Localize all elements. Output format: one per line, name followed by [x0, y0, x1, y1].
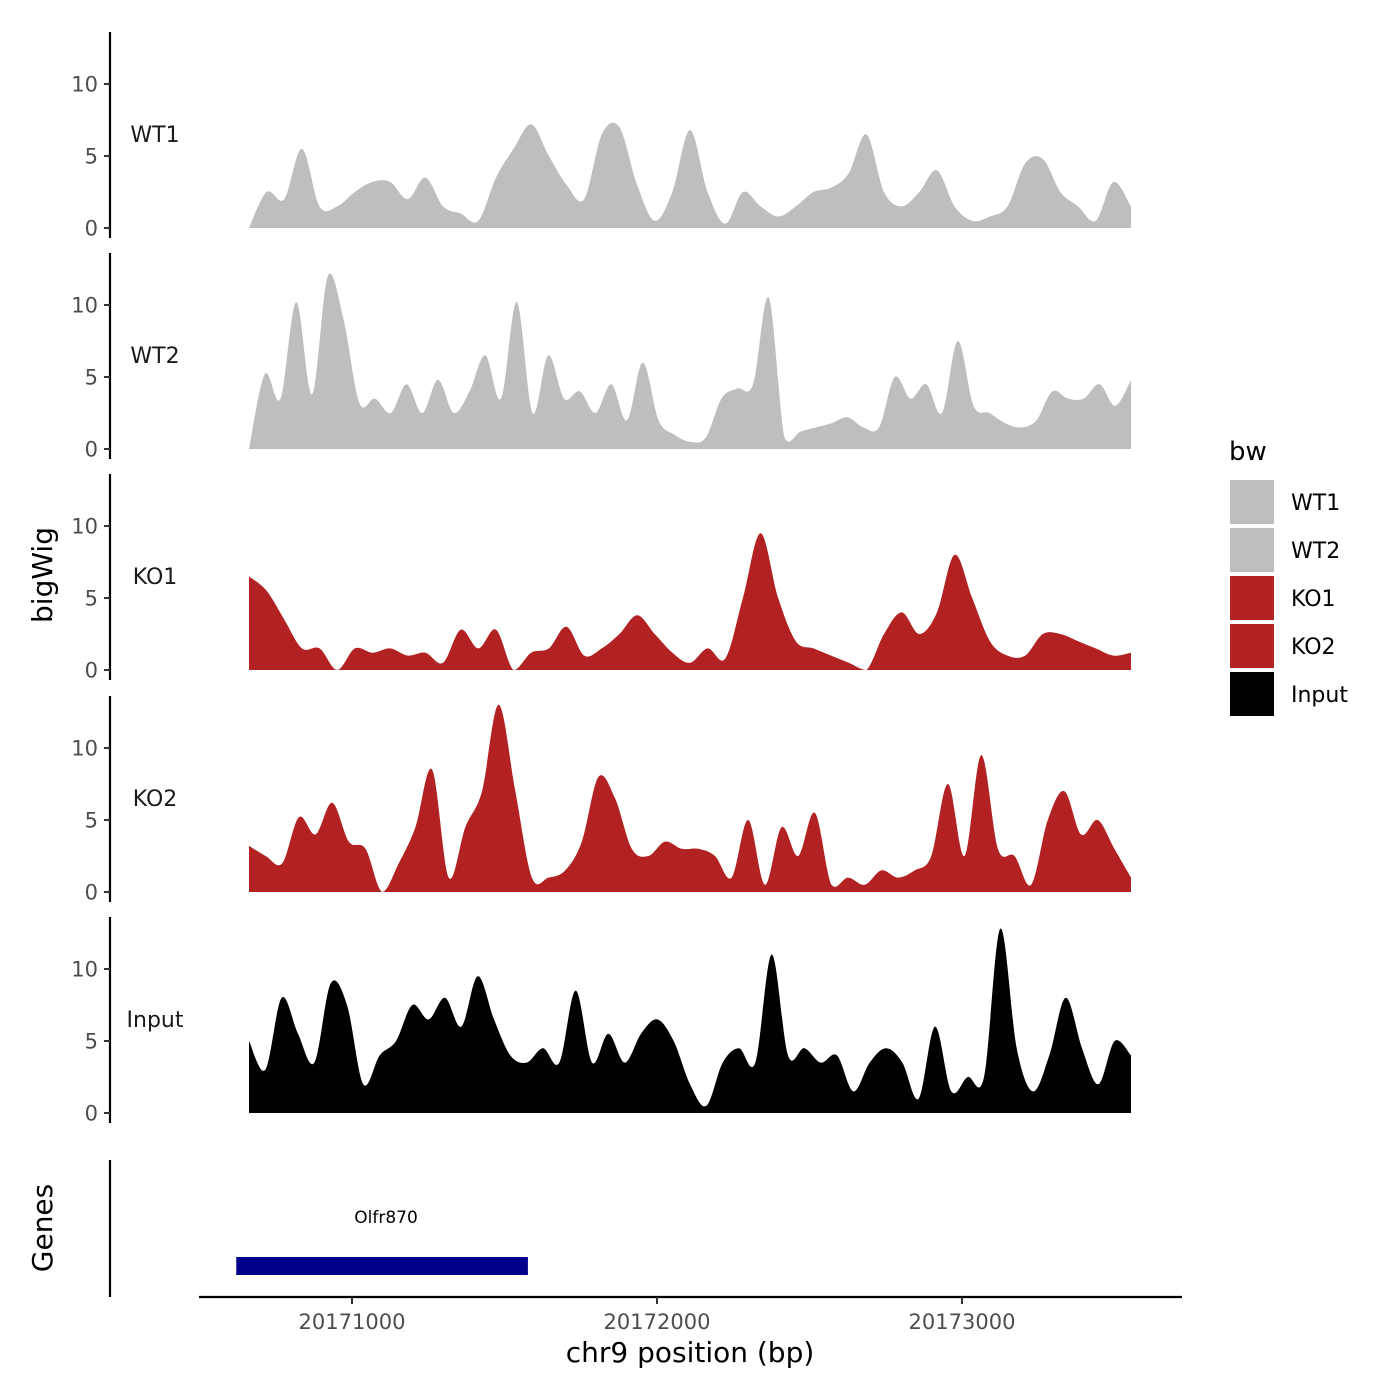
y-tick-label: 0	[85, 1102, 98, 1126]
x-tick-label: 20173000	[909, 1310, 1016, 1334]
track-label: KO2	[133, 787, 178, 812]
legend-items: WT1 WT2 KO1 KO2 Input	[1230, 480, 1348, 716]
genes-panel: Olfr870	[236, 1208, 528, 1275]
gene-label: Olfr870	[354, 1208, 418, 1228]
legend-label: KO1	[1291, 587, 1336, 612]
y-tick-label: 10	[71, 294, 98, 318]
track-label: WT1	[130, 123, 179, 148]
y-tick-label: 10	[71, 515, 98, 539]
track-input: 0 5 10 Input	[71, 917, 1131, 1126]
x-tick-label: 20172000	[604, 1310, 711, 1334]
track-wt2: 0 5 10 WT2	[71, 253, 1131, 462]
legend-label: WT1	[1291, 491, 1340, 516]
legend-swatch	[1230, 528, 1274, 572]
y-tick-label: 0	[85, 659, 98, 683]
x-axis-ticks: 20171000 20172000 20173000	[299, 1297, 1016, 1334]
legend-swatch	[1230, 576, 1274, 620]
gene-body	[236, 1257, 528, 1275]
legend-swatch	[1230, 480, 1274, 524]
genes-axis-title: Genes	[26, 1184, 59, 1272]
coverage-area-wt2	[249, 273, 1131, 449]
track-ko2: 0 5 10 KO2	[71, 696, 1131, 905]
y-tick-label: 10	[71, 737, 98, 761]
y-tick-label: 5	[85, 366, 98, 390]
legend-swatch	[1230, 672, 1274, 716]
y-tick-label: 0	[85, 438, 98, 462]
track-label: WT2	[130, 344, 179, 369]
y-tick-label: 5	[85, 1030, 98, 1054]
track-ko1: 0 5 10 KO1	[71, 474, 1131, 683]
y-axis-title: bigWig	[26, 527, 59, 623]
coverage-area-input	[249, 928, 1131, 1113]
track-wt1: 0 5 10 WT1	[71, 32, 1131, 241]
y-tick-label: 5	[85, 145, 98, 169]
y-tick-label: 5	[85, 587, 98, 611]
legend-label: WT2	[1291, 539, 1340, 564]
coverage-area-ko2	[249, 704, 1131, 892]
coverage-area-ko1	[249, 533, 1131, 670]
track-label: Input	[127, 1008, 184, 1033]
tracks: 0 5 10 WT1 0 5 10 WT2 0 5 10 KO1 0 5 10 KO2 0 5 10 Input	[71, 32, 1131, 1126]
y-tick-label: 0	[85, 881, 98, 905]
y-tick-label: 10	[71, 958, 98, 982]
coverage-area-wt1	[249, 122, 1131, 228]
y-tick-label: 10	[71, 73, 98, 97]
track-label: KO1	[133, 565, 178, 590]
x-tick-label: 20171000	[299, 1310, 406, 1334]
legend: bw WT1 WT2 KO1 KO2 Input	[1229, 437, 1348, 716]
legend-label: Input	[1291, 683, 1348, 708]
y-tick-label: 5	[85, 809, 98, 833]
legend-title: bw	[1229, 437, 1267, 467]
legend-swatch	[1230, 624, 1274, 668]
legend-label: KO2	[1291, 635, 1336, 660]
x-axis-title: chr9 position (bp)	[566, 1336, 815, 1369]
y-tick-label: 0	[85, 217, 98, 241]
